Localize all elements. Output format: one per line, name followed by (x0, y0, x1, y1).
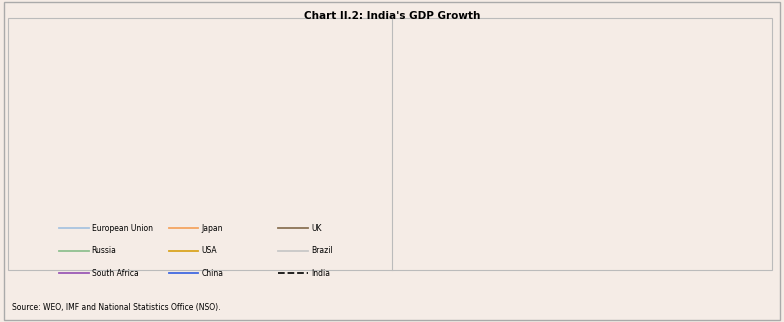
Text: IMF Projections: IMF Projections (232, 37, 285, 43)
Bar (559, 131, 569, 219)
Bar (452, 159, 462, 219)
Y-axis label: Per cent: Per cent (27, 106, 36, 140)
Text: Chart II.2: India's GDP Growth: Chart II.2: India's GDP Growth (304, 11, 480, 21)
Title: b. India's Per Capita GDP at Constant Prices: b. India's Per Capita GDP at Constant Pr… (499, 16, 697, 25)
Text: USA: USA (201, 246, 217, 255)
Text: China: China (201, 269, 223, 278)
Bar (720, 71, 731, 219)
Text: Russia: Russia (92, 246, 117, 255)
Bar (666, 91, 677, 219)
Text: UK: UK (311, 224, 321, 233)
Bar (653, 100, 663, 219)
Bar (626, 106, 637, 219)
Bar (613, 114, 623, 219)
Bar (572, 125, 583, 219)
Text: South Africa: South Africa (92, 269, 139, 278)
Bar (506, 143, 515, 219)
Bar (707, 81, 717, 219)
Text: Japan: Japan (201, 224, 223, 233)
Bar (694, 75, 704, 219)
Bar (438, 160, 448, 219)
Text: Source: WEO, IMF and National Statistics Office (NSO).: Source: WEO, IMF and National Statistics… (12, 303, 220, 312)
Y-axis label: In ₹: In ₹ (384, 115, 394, 131)
Bar (586, 121, 596, 219)
Bar (519, 138, 529, 219)
Bar (492, 147, 502, 219)
Bar (465, 155, 475, 219)
Bar (640, 100, 650, 219)
Bar (478, 151, 488, 219)
Text: European Union: European Union (92, 224, 153, 233)
Bar (546, 137, 556, 219)
Bar (681, 83, 690, 219)
Bar (734, 62, 744, 219)
Bar (600, 118, 610, 219)
Bar (532, 136, 543, 219)
Bar (747, 48, 757, 219)
Text: Brazil: Brazil (311, 246, 333, 255)
Title: a. Cross-country GDP Growth: a. Cross-country GDP Growth (152, 16, 283, 25)
Text: India: India (311, 269, 330, 278)
